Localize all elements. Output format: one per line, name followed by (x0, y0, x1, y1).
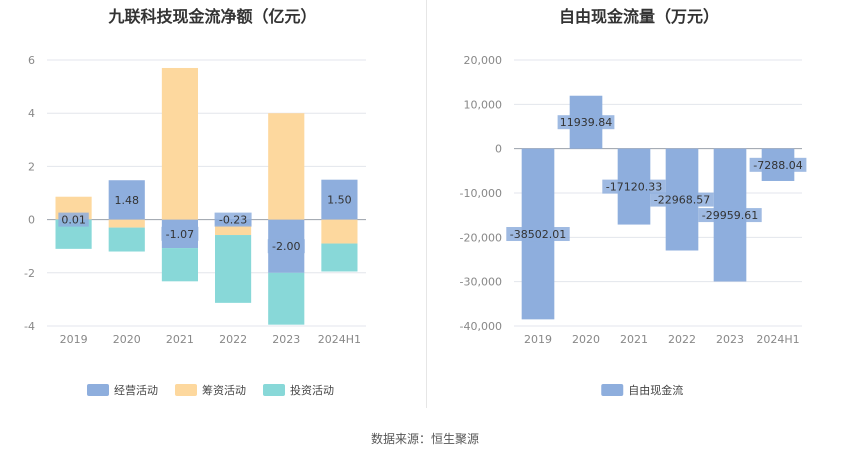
y-tick-label: 10,000 (464, 98, 503, 111)
chart-title: 九联科技现金流净额（亿元） (108, 7, 317, 26)
bar (161, 248, 198, 282)
data-source-note: 数据来源：恒生聚源 (370, 432, 479, 446)
x-tick-label: 2021 (620, 333, 648, 346)
y-tick-label: 6 (28, 54, 35, 67)
y-tick-label: -40,000 (460, 320, 502, 333)
bar (321, 243, 358, 272)
bar (108, 227, 145, 252)
x-tick-label: 2021 (166, 333, 194, 346)
legend-swatch (87, 384, 109, 396)
x-tick-label: 2019 (60, 333, 88, 346)
bar (161, 67, 198, 220)
data-label: 11939.84 (560, 116, 613, 129)
y-tick-label: -30,000 (460, 276, 502, 289)
data-label: 0.01 (61, 214, 86, 227)
x-tick-label: 2024H1 (756, 333, 799, 346)
bar (268, 272, 305, 325)
data-label-bg (506, 227, 570, 242)
legend-swatch (175, 384, 197, 396)
legend-label: 经营活动 (114, 383, 158, 397)
bar (215, 235, 252, 303)
cash-flow-net-chart: 九联科技现金流净额（亿元） -4 -2 0 2 4 6 2019 2020 2021 2022 20… (0, 0, 425, 410)
data-label-bg (111, 192, 142, 207)
x-tick-label: 2023 (272, 333, 300, 346)
bar (215, 225, 252, 236)
y-tick-label: 4 (28, 107, 35, 120)
data-label: -29959.61 (702, 209, 758, 222)
free-cash-flow-chart: 自由现金流量（万元） -40,000 -30,000 -20,000 -10,000 0… (428, 0, 850, 410)
y-tick-label: 20,000 (464, 54, 503, 67)
x-tick-label: 2022 (219, 333, 247, 346)
legend-swatch (601, 384, 624, 396)
y-tick-label: 0 (495, 143, 502, 156)
bar (268, 113, 305, 220)
x-tick-label: 2019 (524, 333, 552, 346)
y-tick-label: 0 (28, 214, 35, 227)
y-tick-label: -2 (24, 267, 35, 280)
data-label: 1.48 (115, 194, 140, 207)
y-tick-label: -20,000 (460, 231, 502, 244)
data-label: 1.50 (327, 194, 352, 207)
legend-swatch (263, 384, 285, 396)
chart-title: 自由现金流量（万元） (558, 7, 719, 26)
data-label-bg (698, 208, 762, 223)
data-label-bg (602, 179, 666, 194)
data-label: -38502.01 (510, 228, 566, 241)
y-tick-label: -10,000 (460, 187, 502, 200)
data-label: -7288.04 (753, 159, 802, 172)
data-label-bg (650, 192, 714, 207)
data-label-bg (557, 115, 615, 130)
x-tick-label: 2023 (716, 333, 744, 346)
data-label: -1.07 (166, 228, 194, 241)
legend-label: 筹资活动 (202, 383, 246, 397)
data-label: -17120.33 (606, 181, 662, 194)
legend-label: 自由现金流 (628, 383, 683, 397)
x-tick-label: 2022 (668, 333, 696, 346)
x-tick-label: 2024H1 (318, 333, 361, 346)
bar (108, 219, 145, 228)
data-label-bg (161, 226, 199, 241)
y-tick-label: -4 (24, 320, 35, 333)
panel-divider (426, 0, 427, 408)
cash-flow-net-plot: -4 -2 0 2 4 6 2019 2020 2021 2022 2023 2024H1 0.01 1.… (24, 54, 366, 397)
data-label: -2.00 (272, 240, 300, 253)
data-label-bg (214, 212, 252, 227)
y-tick-label: 2 (28, 160, 35, 173)
x-tick-label: 2020 (113, 333, 141, 346)
data-label-bg (58, 212, 89, 227)
data-label-bg (267, 239, 305, 254)
data-label: -0.23 (219, 214, 247, 227)
data-label-bg (749, 157, 807, 172)
legend-label: 投资活动 (290, 383, 334, 397)
data-label: -22968.57 (654, 194, 710, 207)
bar (321, 219, 358, 244)
x-tick-label: 2020 (572, 333, 600, 346)
free-cash-flow-plot: -40,000 -30,000 -20,000 -10,000 0 10,000 20,00… (460, 54, 807, 397)
data-label-bg (324, 192, 355, 207)
